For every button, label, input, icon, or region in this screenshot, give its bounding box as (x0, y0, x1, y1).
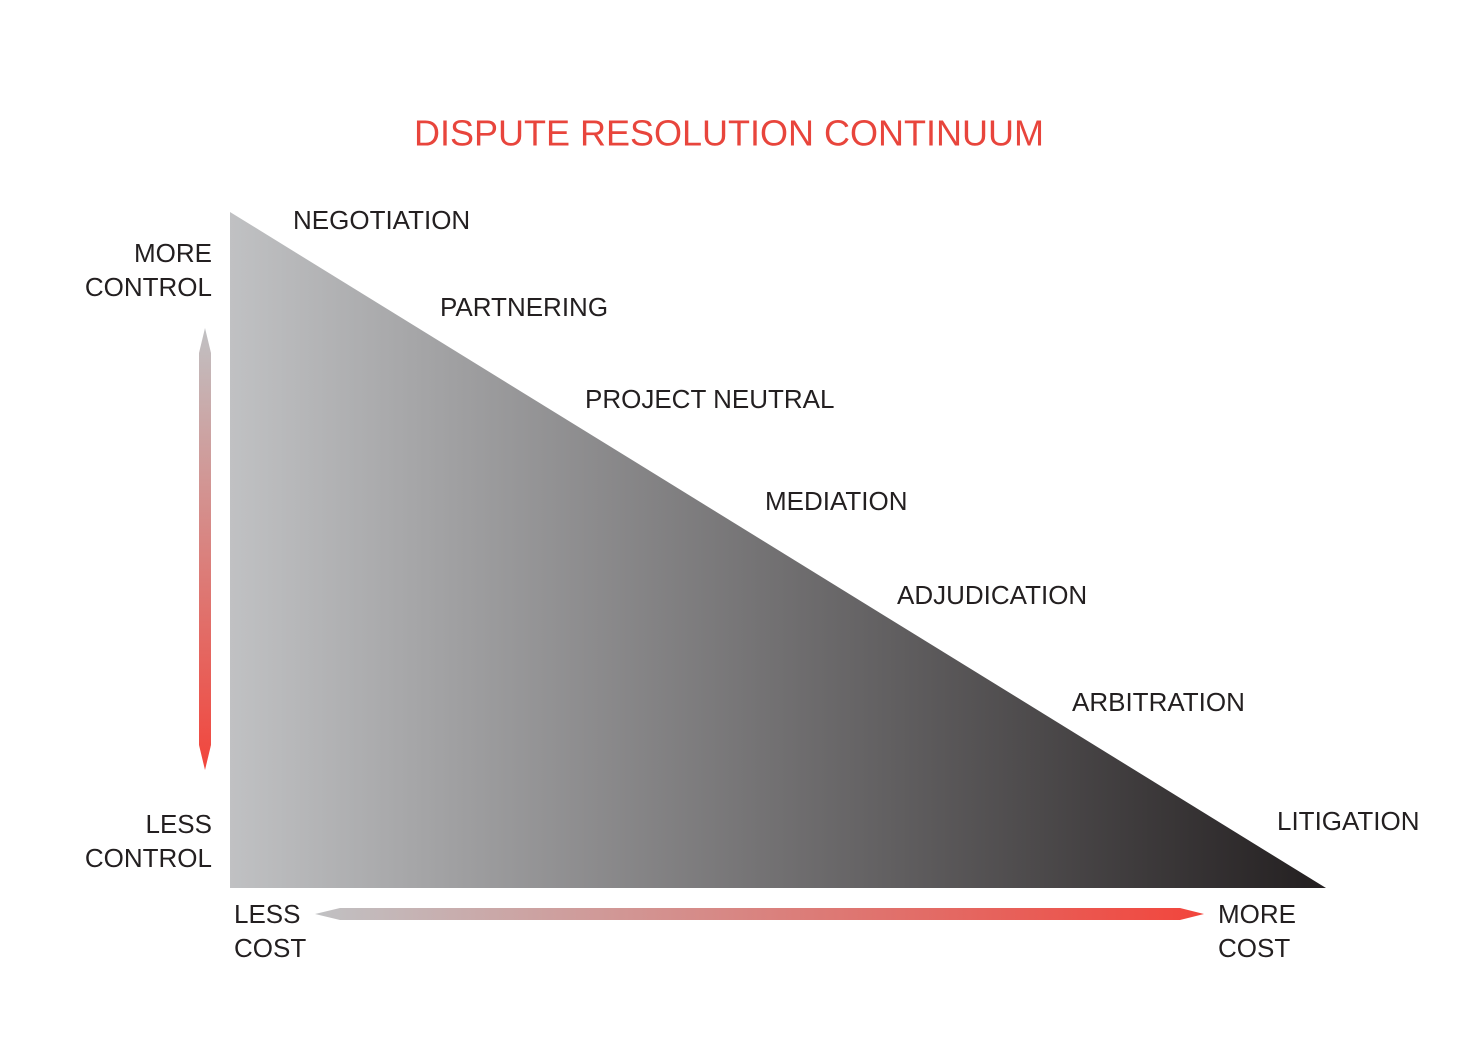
axis-label: CONTROL (85, 843, 212, 873)
continuum-triangle (230, 212, 1326, 888)
stage-label: NEGOTIATION (293, 205, 470, 235)
stage-label: ADJUDICATION (897, 580, 1087, 610)
axis-label: CONTROL (85, 272, 212, 302)
stage-label: MEDIATION (765, 486, 908, 516)
axis-label: COST (1218, 933, 1290, 963)
axis-label: COST (234, 933, 306, 963)
stage-label: PARTNERING (440, 292, 608, 322)
axis-label: LESS (234, 899, 301, 929)
stage-label: PROJECT NEUTRAL (585, 384, 834, 414)
stage-label: LITIGATION (1277, 806, 1420, 836)
title: DISPUTE RESOLUTION CONTINUUM (414, 113, 1044, 154)
axis-label: MORE (134, 238, 212, 268)
cost-arrow (315, 908, 1204, 920)
control-arrow (199, 328, 211, 770)
axis-label: MORE (1218, 899, 1296, 929)
axis-label: LESS (146, 809, 213, 839)
stage-label: ARBITRATION (1072, 687, 1245, 717)
